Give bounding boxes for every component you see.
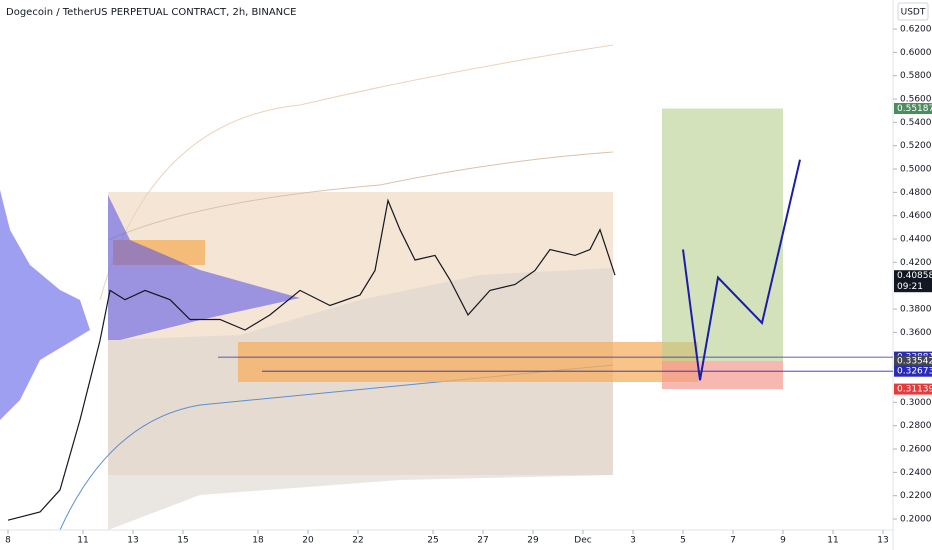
band-zone <box>108 268 613 530</box>
x-tick-label: 3 <box>630 536 636 546</box>
x-tick-label: 18 <box>252 536 264 546</box>
y-tick-label: 0.20000 <box>900 515 932 525</box>
price-tag <box>894 355 932 367</box>
stop-zone <box>662 361 783 390</box>
price-tag-label: 0.31139 <box>897 385 932 395</box>
demand-zone <box>238 342 698 382</box>
x-tick-label: 22 <box>352 536 363 546</box>
x-tick-label: 27 <box>477 536 488 546</box>
price-tag <box>894 270 932 293</box>
price-tag-label: 0.55187 <box>897 104 932 114</box>
price-tag-label: 0.32673 <box>897 367 932 377</box>
currency-box <box>897 2 929 21</box>
x-tick-label: 15 <box>177 536 188 546</box>
price-tag-label: 0.33542 <box>897 357 932 367</box>
price-tag <box>894 103 932 115</box>
band-mid <box>107 151 614 241</box>
x-tick-label: 25 <box>427 536 438 546</box>
x-tick-label: 20 <box>302 536 314 546</box>
price-countdown: 09:21 <box>897 282 923 292</box>
price-tag <box>894 365 932 377</box>
x-tick-label: 29 <box>527 536 539 546</box>
x-tick-label: 11 <box>77 536 88 546</box>
currency: USDT <box>901 8 926 18</box>
band-upper <box>99 44 614 301</box>
target-zone <box>662 108 783 362</box>
x-tick-label: 13 <box>877 536 888 546</box>
x-tick-label: Dec <box>574 536 591 546</box>
price-line <box>7 198 616 521</box>
price-tag <box>894 383 932 395</box>
x-tick-label: 7 <box>730 536 736 546</box>
price-tag-label: 0.40858 <box>897 271 932 281</box>
x-tick-label: 8 <box>5 536 11 546</box>
x-tick-label: 11 <box>827 536 838 546</box>
chart-title: Dogecoin / TetherUS PERPETUAL CONTRACT, … <box>6 7 296 18</box>
x-tick-label: 9 <box>780 536 786 546</box>
x-tick-label: 5 <box>680 536 686 546</box>
x-tick-label: 13 <box>127 536 138 546</box>
volume-profile <box>108 195 300 340</box>
volume-profile <box>0 190 90 420</box>
price-line <box>682 159 801 381</box>
